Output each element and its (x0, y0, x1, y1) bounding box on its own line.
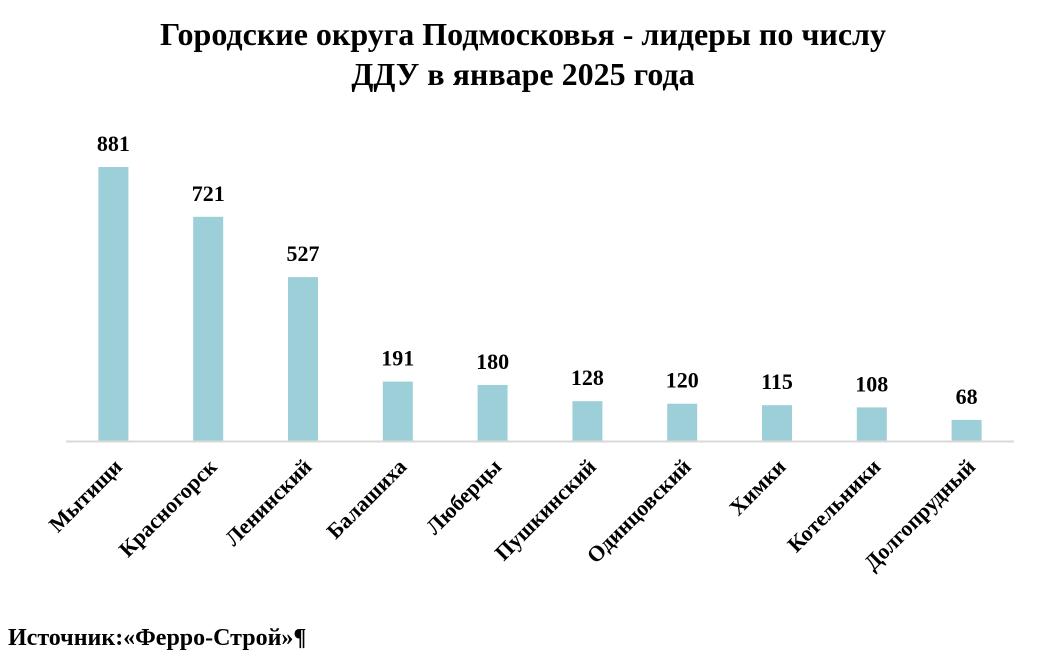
data-label: 108 (855, 371, 888, 396)
bar (288, 277, 318, 441)
x-tick-label: Красногорск (114, 454, 222, 562)
x-tick-label: Балашиха (321, 454, 411, 544)
bar (762, 405, 792, 441)
bar (382, 381, 413, 441)
chart-title-line-1: Городские округа Подмосковья - лидеры по… (160, 16, 886, 52)
bar (667, 403, 698, 441)
chart-title: Городские округа Подмосковья - лидеры по… (0, 14, 1046, 94)
data-label: 68 (956, 384, 978, 409)
data-label: 128 (571, 365, 604, 390)
bar (98, 167, 129, 441)
data-label: 881 (97, 131, 130, 156)
bar (477, 385, 508, 441)
x-tick-label: Ленинский (220, 454, 317, 551)
x-tick-label: Химки (724, 454, 791, 521)
bar (572, 401, 603, 441)
data-label: 120 (666, 368, 699, 393)
data-label: 191 (381, 346, 414, 371)
bar (856, 407, 887, 441)
bar (951, 419, 982, 441)
x-tick-label: Котельники (782, 454, 885, 557)
data-label: 721 (192, 181, 225, 206)
data-label: 115 (761, 369, 793, 394)
data-label: 180 (476, 349, 509, 374)
source-note: Источник:«Ферро-Строй»¶ (8, 625, 307, 651)
chart-title-line-2: ДДУ в январе 2025 года (351, 56, 695, 92)
bar-chart: 881 Мытищи 721 Красногорск 527 Ленинский 191 Ба… (44, 131, 1014, 575)
data-label: 527 (287, 241, 320, 266)
x-tick-label: Люберцы (421, 454, 506, 539)
bar (193, 216, 224, 441)
x-tick-label: Мытищи (44, 454, 127, 537)
